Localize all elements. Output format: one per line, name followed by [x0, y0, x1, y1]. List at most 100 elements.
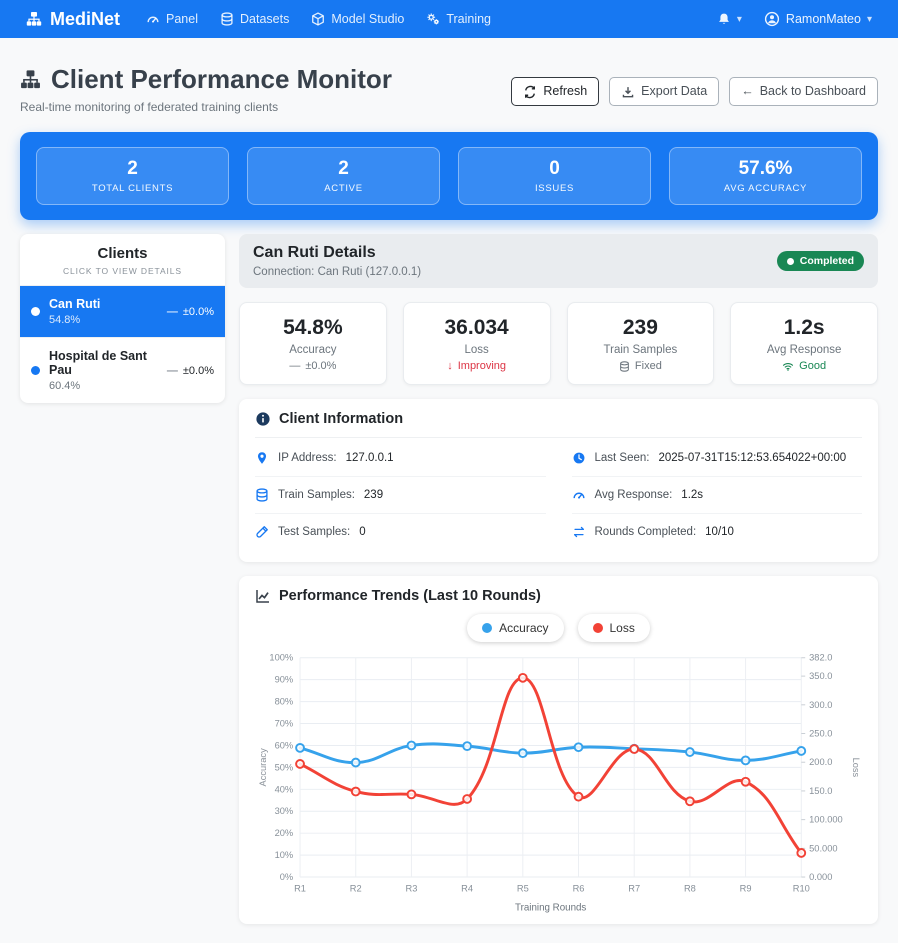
client-item-can-ruti[interactable]: Can Ruti 54.8% — ±0.0% [20, 286, 225, 338]
info-col-left: IP Address: 127.0.0.1 Train Samples: 239 [255, 440, 546, 550]
info-col-right: Last Seen: 2025-07-31T15:12:53.654022+00… [571, 440, 862, 550]
metric-trend: — ±0.0% [246, 360, 380, 372]
info-value: 127.0.0.1 [345, 452, 394, 464]
clients-title: Clients [97, 245, 148, 262]
page-title: Client Performance Monitor [20, 64, 392, 95]
info-row-avg-response: Avg Response: 1.2s [571, 477, 862, 514]
legend-item-accuracy[interactable]: Accuracy [467, 614, 564, 642]
metric-trend: Fixed [574, 360, 708, 372]
page-subtitle: Real-time monitoring of federated traini… [20, 100, 279, 114]
svg-text:80%: 80% [275, 697, 294, 707]
metric-value: 1.2s [783, 316, 825, 339]
performance-trends-chart[interactable]: 0% 10% 20% 30% 40% 50% 60% 70% 80% 90% 100% R1 R2 R3 R… [255, 646, 862, 918]
metric-trend: ↓ Improving [410, 360, 544, 372]
cogs-icon [427, 13, 440, 25]
nav-item-label: Datasets [240, 12, 290, 26]
svg-text:150.0: 150.0 [809, 786, 832, 796]
stats-band: 2 TOTAL CLIENTS 2 ACTIVE 0 ISSUES 57.6% … [20, 132, 878, 220]
info-value: 1.2s [681, 489, 704, 501]
back-to-dashboard-button[interactable]: ← Back to Dashboard [729, 77, 878, 106]
flat-trend-icon: — [289, 360, 301, 372]
metric-value: 36.034 [444, 316, 509, 339]
database-icon [221, 12, 233, 26]
client-name: Hospital de Sant Pau [49, 349, 147, 377]
clock-icon [573, 452, 584, 464]
status-badge: Completed [776, 251, 864, 271]
details-header: Can Ruti Details Connection: Can Ruti (1… [239, 234, 878, 288]
details-title: Can Ruti Details [253, 244, 376, 261]
svg-text:R2: R2 [350, 884, 362, 894]
navbar: MediNet Panel Datasets Model Studio [0, 0, 898, 38]
flat-trend-icon: — [166, 364, 178, 377]
svg-text:10%: 10% [275, 850, 294, 860]
metric-trend-text: Good [799, 360, 827, 372]
stat-total-clients: 2 TOTAL CLIENTS [36, 147, 229, 205]
nav-item-label: Training [446, 12, 492, 26]
flat-trend-icon: — [166, 305, 178, 318]
export-data-button[interactable]: Export Data [609, 77, 720, 106]
clients-sidebar: Clients CLICK TO VIEW DETAILS Can Ruti 5… [20, 234, 225, 403]
client-item-hospital-de-sant-pau[interactable]: Hospital de Sant Pau 60.4% — ±0.0% [20, 338, 225, 403]
info-label: Test Samples: [278, 526, 351, 538]
info-row-ip: IP Address: 127.0.0.1 [255, 440, 546, 477]
navbar-right: ▾ RamonMateo ▾ [717, 11, 872, 27]
stat-issues: 0 ISSUES [458, 147, 651, 205]
chart-line-icon [256, 590, 269, 603]
client-trend: — ±0.0% [167, 365, 214, 377]
clients-header: Clients CLICK TO VIEW DETAILS [20, 234, 225, 286]
client-information-title: Client Information [279, 411, 404, 427]
stat-active: 2 ACTIVE [247, 147, 440, 205]
page: Client Performance Monitor Real-time mon… [0, 38, 898, 925]
refresh-label: Refresh [543, 84, 588, 98]
nav-item-training[interactable]: Training [426, 12, 491, 26]
svg-text:R3: R3 [405, 884, 417, 894]
svg-text:40%: 40% [275, 784, 294, 794]
brand[interactable]: MediNet [26, 9, 120, 30]
legend-item-loss[interactable]: Loss [577, 614, 650, 642]
svg-text:R6: R6 [573, 884, 585, 894]
notifications-dropdown[interactable]: ▾ [717, 12, 742, 26]
client-text: Can Ruti 54.8% [49, 297, 100, 326]
svg-text:R7: R7 [628, 884, 640, 894]
client-text: Hospital de Sant Pau 60.4% [49, 349, 158, 392]
tachometer-icon [147, 16, 159, 23]
nav-links: Panel Datasets Model Studio Training [146, 12, 491, 26]
svg-text:50%: 50% [275, 762, 294, 772]
svg-text:250.0: 250.0 [809, 728, 832, 738]
nav-item-panel[interactable]: Panel [146, 12, 198, 26]
svg-text:R4: R4 [461, 884, 473, 894]
info-label: Train Samples: [278, 489, 355, 501]
sync-icon [525, 85, 536, 98]
user-dropdown[interactable]: RamonMateo ▾ [764, 11, 872, 27]
metric-trend-text: Fixed [634, 360, 662, 372]
svg-text:20%: 20% [275, 828, 294, 838]
chart-legend: Accuracy Loss [255, 614, 862, 642]
svg-text:30%: 30% [275, 806, 294, 816]
sitemap-icon [26, 12, 42, 26]
nav-item-label: Model Studio [331, 12, 405, 26]
database-icon [256, 488, 268, 502]
nav-item-datasets[interactable]: Datasets [220, 12, 289, 26]
client-accuracy: 54.8% [49, 314, 81, 326]
export-label: Export Data [641, 84, 708, 98]
info-row-last-seen: Last Seen: 2025-07-31T15:12:53.654022+00… [571, 440, 862, 477]
map-marker-icon [257, 452, 267, 464]
stat-label: TOTAL CLIENTS [91, 183, 174, 194]
stat-label: ISSUES [534, 183, 575, 194]
back-label: Back to Dashboard [759, 84, 866, 98]
metric-label: Accuracy [289, 344, 337, 356]
stat-label: ACTIVE [324, 183, 363, 194]
metric-label: Loss [464, 344, 489, 356]
stat-value: 2 [338, 158, 349, 179]
chart-title: Performance Trends (Last 10 Rounds) [279, 588, 541, 604]
client-name: Can Ruti [49, 297, 101, 311]
user-circle-icon [764, 11, 780, 27]
status-dot [31, 366, 40, 375]
caret-down-icon: ▾ [736, 13, 742, 25]
caret-down-icon: ▾ [866, 13, 872, 25]
nav-item-model-studio[interactable]: Model Studio [311, 12, 404, 26]
download-icon [622, 86, 634, 97]
exchange-arrows-icon [573, 526, 584, 538]
refresh-button[interactable]: Refresh [511, 77, 600, 106]
metric-avg-response: 1.2s Avg Response Good [730, 302, 878, 385]
